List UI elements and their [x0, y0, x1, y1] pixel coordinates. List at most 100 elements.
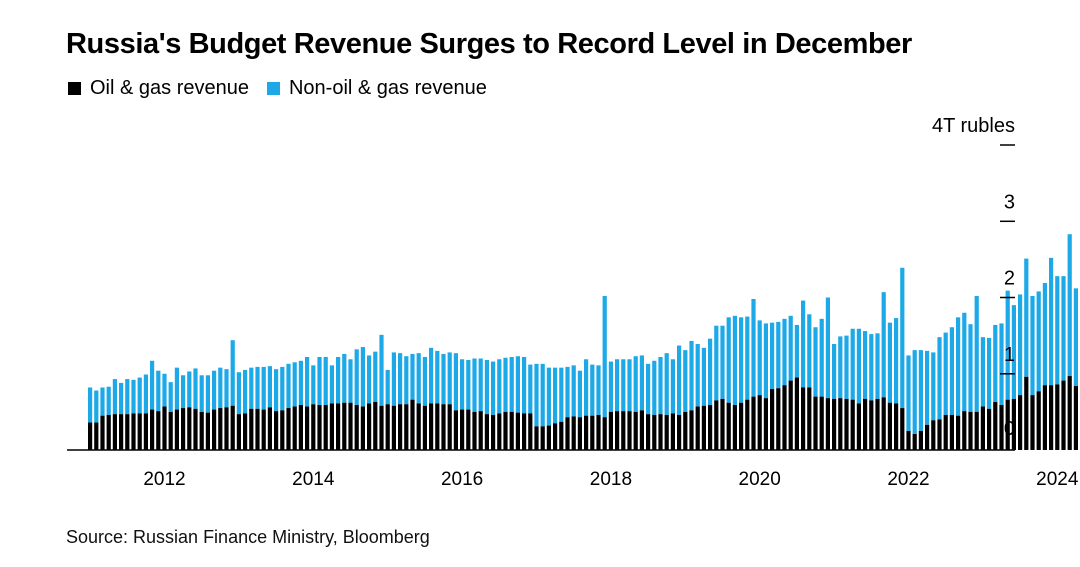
bar-oil-gas-141 — [962, 411, 967, 450]
bar-non-oil-gas-39 — [329, 365, 334, 404]
bar-non-oil-gas-88 — [633, 356, 638, 412]
bar-non-oil-gas-100 — [708, 338, 713, 406]
bar-oil-gas-73 — [540, 426, 545, 450]
bar-oil-gas-83 — [602, 417, 607, 450]
bar-oil-gas-41 — [342, 402, 347, 450]
bar-non-oil-gas-63 — [478, 358, 483, 412]
bar-non-oil-gas-61 — [466, 360, 471, 410]
bar-oil-gas-92 — [658, 414, 663, 450]
bar-non-oil-gas-3 — [106, 386, 111, 415]
bar-oil-gas-112 — [782, 385, 787, 450]
bar-non-oil-gas-83 — [602, 295, 607, 418]
bar-non-oil-gas-129 — [887, 322, 892, 403]
bar-non-oil-gas-7 — [131, 379, 136, 414]
bar-non-oil-gas-66 — [497, 359, 502, 414]
bar-non-oil-gas-86 — [621, 359, 626, 412]
bar-non-oil-gas-87 — [627, 359, 632, 412]
bar-oil-gas-38 — [323, 405, 328, 450]
bar-non-oil-gas-58 — [447, 352, 452, 405]
bar-non-oil-gas-19 — [205, 375, 210, 413]
bar-oil-gas-75 — [553, 423, 558, 450]
bar-oil-gas-155 — [1049, 385, 1054, 450]
bar-non-oil-gas-120 — [832, 344, 837, 399]
bar-non-oil-gas-154 — [1042, 283, 1047, 386]
bar-non-oil-gas-102 — [720, 325, 725, 399]
bar-oil-gas-105 — [739, 402, 744, 450]
bar-non-oil-gas-18 — [199, 375, 204, 412]
bar-non-oil-gas-60 — [460, 359, 465, 410]
bar-non-oil-gas-62 — [472, 358, 477, 412]
bar-oil-gas-43 — [354, 405, 359, 450]
bar-non-oil-gas-48 — [385, 369, 390, 405]
bar-non-oil-gas-0 — [88, 387, 93, 423]
bar-oil-gas-104 — [732, 405, 737, 450]
bar-non-oil-gas-130 — [894, 318, 899, 404]
bar-non-oil-gas-135 — [925, 350, 930, 425]
legend-label-oil-gas: Oil & gas revenue — [90, 77, 249, 99]
bar-oil-gas-109 — [763, 398, 768, 450]
bar-oil-gas-99 — [701, 405, 706, 450]
legend-item-non-oil-gas: Non-oil & gas revenue — [266, 77, 487, 100]
bar-oil-gas-63 — [478, 411, 483, 450]
y-tick-label-1: 1 — [1004, 344, 1015, 366]
bar-non-oil-gas-17 — [193, 368, 198, 409]
bar-non-oil-gas-56 — [435, 350, 440, 404]
bar-non-oil-gas-139 — [949, 327, 954, 415]
bar-oil-gas-28 — [261, 409, 266, 450]
bar-non-oil-gas-85 — [615, 359, 620, 412]
bar-oil-gas-138 — [943, 414, 948, 451]
bar-non-oil-gas-91 — [652, 360, 657, 415]
bar-oil-gas-5 — [119, 414, 124, 450]
bar-non-oil-gas-71 — [528, 364, 533, 414]
bar-oil-gas-133 — [912, 433, 917, 450]
bar-non-oil-gas-113 — [788, 315, 793, 381]
bar-non-oil-gas-94 — [670, 359, 675, 414]
y-tick-label-4: 4T rubles — [932, 115, 1015, 137]
bar-oil-gas-151 — [1024, 376, 1029, 450]
bar-non-oil-gas-133 — [912, 350, 917, 434]
bar-non-oil-gas-101 — [714, 325, 719, 401]
bar-oil-gas-47 — [379, 405, 384, 450]
bar-oil-gas-114 — [794, 377, 799, 450]
bar-non-oil-gas-125 — [863, 331, 868, 399]
bar-non-oil-gas-128 — [881, 292, 886, 398]
bar-non-oil-gas-156 — [1055, 276, 1060, 385]
bar-oil-gas-113 — [788, 380, 793, 450]
bar-oil-gas-24 — [236, 414, 241, 450]
bar-oil-gas-68 — [509, 411, 514, 451]
bar-non-oil-gas-115 — [801, 300, 806, 388]
bar-oil-gas-94 — [670, 413, 675, 450]
bar-non-oil-gas-51 — [404, 356, 409, 405]
bar-oil-gas-35 — [305, 406, 310, 450]
bar-oil-gas-119 — [825, 398, 830, 450]
bar-non-oil-gas-158 — [1067, 234, 1072, 377]
bar-oil-gas-30 — [274, 411, 279, 450]
bar-non-oil-gas-144 — [980, 337, 985, 407]
bar-non-oil-gas-64 — [484, 360, 489, 415]
bar-non-oil-gas-117 — [813, 327, 818, 397]
bar-non-oil-gas-103 — [726, 317, 731, 403]
source-note: Source: Russian Finance Ministry, Bloomb… — [66, 527, 430, 547]
bar-oil-gas-67 — [503, 411, 508, 451]
x-tick-label-2020: 2020 — [739, 469, 781, 490]
bar-non-oil-gas-31 — [280, 366, 285, 411]
bar-non-oil-gas-104 — [732, 315, 737, 406]
bar-oil-gas-80 — [584, 415, 589, 450]
bar-non-oil-gas-111 — [776, 321, 781, 389]
bar-oil-gas-116 — [807, 387, 812, 450]
bar-oil-gas-12 — [162, 406, 167, 450]
bar-oil-gas-136 — [931, 420, 936, 450]
bar-non-oil-gas-37 — [317, 356, 322, 406]
bar-non-oil-gas-127 — [875, 333, 880, 399]
bar-oil-gas-134 — [918, 430, 923, 450]
bar-oil-gas-29 — [267, 407, 272, 450]
bar-oil-gas-17 — [193, 408, 198, 450]
bar-oil-gas-148 — [1005, 399, 1010, 451]
bar-oil-gas-146 — [993, 401, 998, 450]
bar-non-oil-gas-153 — [1036, 291, 1041, 392]
chart-title: Russia's Budget Revenue Surges to Record… — [66, 28, 912, 60]
bar-non-oil-gas-30 — [274, 369, 279, 412]
x-tick-label-2018: 2018 — [590, 469, 632, 490]
bar-non-oil-gas-4 — [112, 379, 117, 415]
bar-non-oil-gas-32 — [286, 363, 291, 409]
